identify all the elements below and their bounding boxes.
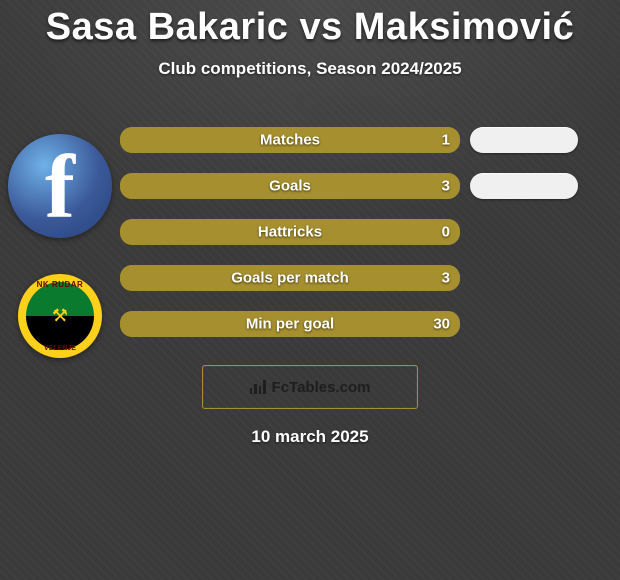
page-subtitle: Club competitions, Season 2024/2025 bbox=[0, 59, 620, 79]
stat-row: NK RUDAR ⚒ VELENJE Goals per match 3 bbox=[0, 255, 620, 301]
bar-label: Goals bbox=[120, 178, 460, 195]
stat-row: Goals 3 bbox=[0, 163, 620, 209]
bar-label: Hattricks bbox=[120, 224, 460, 241]
stat-row: Min per goal 30 bbox=[0, 301, 620, 347]
bar-hattricks: Hattricks 0 bbox=[120, 219, 460, 245]
stat-row: f Matches 1 bbox=[0, 117, 620, 163]
bar-value: 3 bbox=[442, 178, 450, 195]
bar-value: 3 bbox=[442, 270, 450, 287]
comparison-pill bbox=[470, 127, 578, 153]
bar-goals-per-match: Goals per match 3 bbox=[120, 265, 460, 291]
site-label: FcTables.com bbox=[272, 379, 371, 396]
site-attribution[interactable]: FcTables.com bbox=[202, 365, 418, 409]
page-date: 10 march 2025 bbox=[0, 427, 620, 447]
bar-min-per-goal: Min per goal 30 bbox=[120, 311, 460, 337]
bar-value: 30 bbox=[433, 316, 450, 333]
bar-label: Goals per match bbox=[120, 270, 460, 287]
bar-goals: Goals 3 bbox=[120, 173, 460, 199]
bar-matches: Matches 1 bbox=[120, 127, 460, 153]
comparison-pill bbox=[470, 173, 578, 199]
page-title: Sasa Bakaric vs Maksimović bbox=[0, 0, 620, 49]
bar-value: 0 bbox=[442, 224, 450, 241]
stat-rows: f Matches 1 Goals 3 Hattricks 0 bbox=[0, 117, 620, 347]
bar-label: Min per goal bbox=[120, 316, 460, 333]
bar-label: Matches bbox=[120, 132, 460, 149]
chart-icon bbox=[250, 380, 266, 394]
bar-value: 1 bbox=[442, 132, 450, 149]
badge-top-text: NK RUDAR bbox=[18, 280, 102, 289]
stat-row: Hattricks 0 bbox=[0, 209, 620, 255]
